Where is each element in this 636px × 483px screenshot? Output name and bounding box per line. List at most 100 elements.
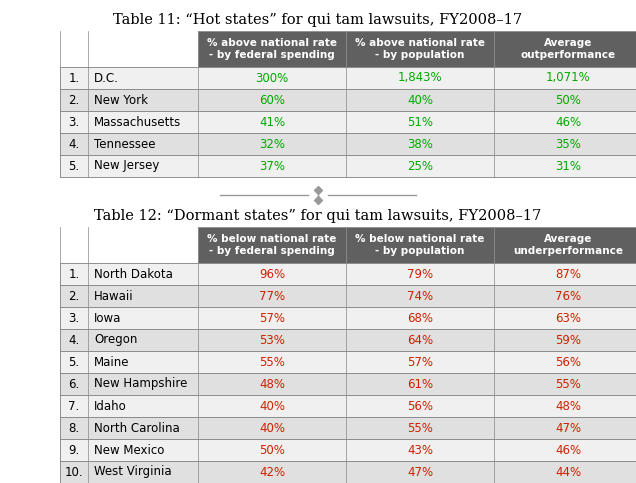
Text: New Hampshire: New Hampshire xyxy=(94,378,188,390)
Text: 42%: 42% xyxy=(259,466,285,479)
Text: Oregon: Oregon xyxy=(94,333,137,346)
Text: 56%: 56% xyxy=(555,355,581,369)
Text: 96%: 96% xyxy=(259,268,285,281)
Text: 60%: 60% xyxy=(259,94,285,106)
Bar xyxy=(494,227,636,263)
Text: 63%: 63% xyxy=(555,312,581,325)
Bar xyxy=(60,439,636,461)
Text: 1.: 1. xyxy=(69,71,80,85)
Text: 47%: 47% xyxy=(555,422,581,435)
Text: 31%: 31% xyxy=(555,159,581,172)
Text: 55%: 55% xyxy=(259,355,285,369)
Text: 35%: 35% xyxy=(555,138,581,151)
Text: 32%: 32% xyxy=(259,138,285,151)
Bar xyxy=(60,461,636,483)
Text: 5.: 5. xyxy=(69,355,80,369)
Text: New Mexico: New Mexico xyxy=(94,443,164,456)
Bar xyxy=(60,111,636,133)
Text: 9.: 9. xyxy=(69,443,80,456)
Text: 40%: 40% xyxy=(259,399,285,412)
Text: 40%: 40% xyxy=(259,422,285,435)
Text: 1,843%: 1,843% xyxy=(398,71,442,85)
Text: Table 11: “Hot states” for qui tam lawsuits, FY2008–17: Table 11: “Hot states” for qui tam lawsu… xyxy=(113,13,523,27)
Bar xyxy=(60,329,636,351)
Bar xyxy=(198,31,346,67)
Text: North Dakota: North Dakota xyxy=(94,268,173,281)
Text: Table 12: “Dormant states” for qui tam lawsuits, FY2008–17: Table 12: “Dormant states” for qui tam l… xyxy=(94,209,542,223)
Bar xyxy=(60,263,636,285)
Text: 77%: 77% xyxy=(259,289,285,302)
Bar xyxy=(60,67,636,89)
Text: North Carolina: North Carolina xyxy=(94,422,180,435)
Bar xyxy=(346,31,494,67)
Text: 48%: 48% xyxy=(555,399,581,412)
Text: 46%: 46% xyxy=(555,443,581,456)
Text: 4.: 4. xyxy=(69,333,80,346)
Text: D.C.: D.C. xyxy=(94,71,119,85)
Text: Hawaii: Hawaii xyxy=(94,289,134,302)
Text: 4.: 4. xyxy=(69,138,80,151)
Bar xyxy=(60,155,636,177)
Bar xyxy=(60,133,636,155)
Text: 6.: 6. xyxy=(69,378,80,390)
Text: Massachusetts: Massachusetts xyxy=(94,115,181,128)
Text: 51%: 51% xyxy=(407,115,433,128)
Text: 3.: 3. xyxy=(69,312,80,325)
Text: 1,071%: 1,071% xyxy=(546,71,590,85)
Text: 57%: 57% xyxy=(259,312,285,325)
Bar xyxy=(198,227,346,263)
Text: 41%: 41% xyxy=(259,115,285,128)
Text: 55%: 55% xyxy=(407,422,433,435)
Bar xyxy=(60,285,636,307)
Text: 87%: 87% xyxy=(555,268,581,281)
Text: 43%: 43% xyxy=(407,443,433,456)
Text: % above national rate
- by federal spending: % above national rate - by federal spend… xyxy=(207,38,337,60)
Text: % below national rate
- by population: % below national rate - by population xyxy=(356,234,485,256)
Text: 48%: 48% xyxy=(259,378,285,390)
Text: 57%: 57% xyxy=(407,355,433,369)
Text: Iowa: Iowa xyxy=(94,312,121,325)
Text: 7.: 7. xyxy=(69,399,80,412)
Text: Average
outperformance: Average outperformance xyxy=(520,38,616,60)
Text: 1.: 1. xyxy=(69,268,80,281)
Text: 59%: 59% xyxy=(555,333,581,346)
Bar xyxy=(60,351,636,373)
Bar xyxy=(494,31,636,67)
Text: Idaho: Idaho xyxy=(94,399,127,412)
Text: 37%: 37% xyxy=(259,159,285,172)
Text: 47%: 47% xyxy=(407,466,433,479)
Text: 50%: 50% xyxy=(259,443,285,456)
Text: % above national rate
- by population: % above national rate - by population xyxy=(355,38,485,60)
Bar xyxy=(60,373,636,395)
Text: 55%: 55% xyxy=(555,378,581,390)
Text: 2.: 2. xyxy=(69,289,80,302)
Text: 8.: 8. xyxy=(69,422,80,435)
Bar xyxy=(60,89,636,111)
Text: New York: New York xyxy=(94,94,148,106)
Text: 74%: 74% xyxy=(407,289,433,302)
Text: 38%: 38% xyxy=(407,138,433,151)
Text: 46%: 46% xyxy=(555,115,581,128)
Text: 68%: 68% xyxy=(407,312,433,325)
Text: 5.: 5. xyxy=(69,159,80,172)
Text: Maine: Maine xyxy=(94,355,130,369)
Text: 3.: 3. xyxy=(69,115,80,128)
Text: West Virginia: West Virginia xyxy=(94,466,172,479)
Bar xyxy=(346,227,494,263)
Text: New Jersey: New Jersey xyxy=(94,159,160,172)
Bar xyxy=(60,395,636,417)
Text: 76%: 76% xyxy=(555,289,581,302)
Text: 2.: 2. xyxy=(69,94,80,106)
Text: 79%: 79% xyxy=(407,268,433,281)
Text: 300%: 300% xyxy=(256,71,289,85)
Bar xyxy=(60,417,636,439)
Text: 53%: 53% xyxy=(259,333,285,346)
Text: 50%: 50% xyxy=(555,94,581,106)
Bar xyxy=(60,307,636,329)
Text: 44%: 44% xyxy=(555,466,581,479)
Text: 40%: 40% xyxy=(407,94,433,106)
Text: 64%: 64% xyxy=(407,333,433,346)
Text: 56%: 56% xyxy=(407,399,433,412)
Text: % below national rate
- by federal spending: % below national rate - by federal spend… xyxy=(207,234,336,256)
Text: Average
underperformance: Average underperformance xyxy=(513,234,623,256)
